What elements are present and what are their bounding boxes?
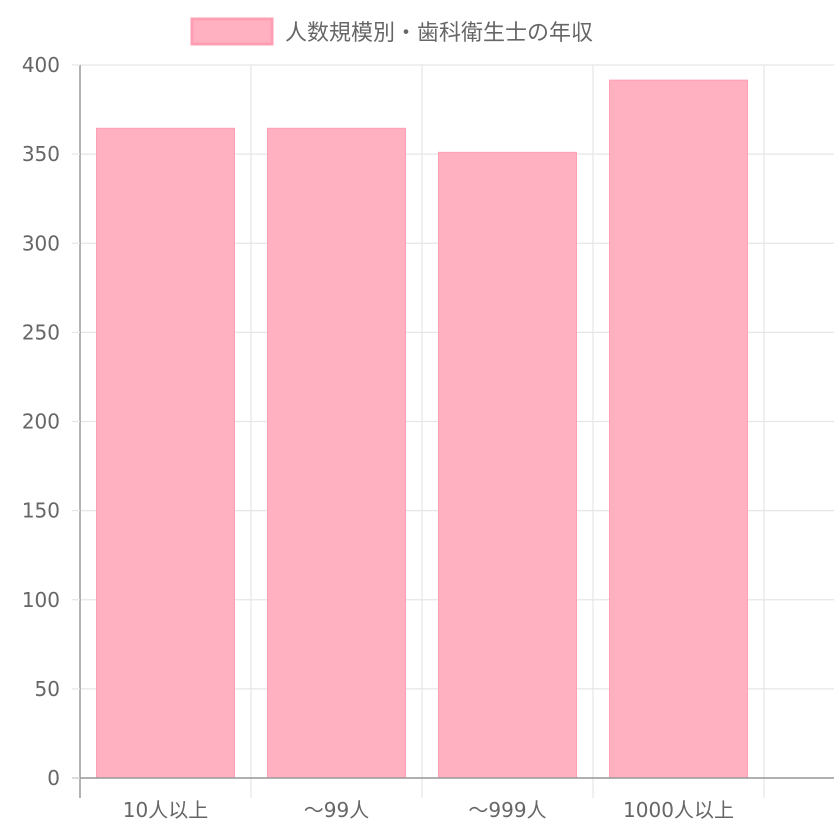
legend-swatch: [190, 17, 274, 46]
y-tick-label: 150: [22, 499, 60, 523]
bar[interactable]: [609, 79, 748, 779]
axes: [72, 65, 834, 798]
y-tick-label: 0: [47, 766, 60, 790]
legend[interactable]: 人数規模別・歯科衛生士の年収: [190, 17, 593, 46]
x-axis-ticks: 10人以上 〜99人 〜999人 1000人以上: [123, 798, 734, 822]
x-tick-label: 10人以上: [123, 798, 208, 822]
y-tick-label: 400: [22, 53, 60, 77]
x-tick-label: 〜999人: [468, 798, 546, 822]
y-tick-label: 300: [22, 231, 60, 255]
y-tick-label: 350: [22, 142, 60, 166]
legend-label: 人数規模別・歯科衛生士の年収: [285, 21, 593, 46]
y-axis-ticks: 0 50 100 150 200 250 300 350 400: [22, 53, 80, 790]
y-tick-label: 100: [22, 588, 60, 612]
bar[interactable]: [438, 151, 577, 779]
x-tick-label: 1000人以上: [623, 798, 734, 822]
bar[interactable]: [267, 127, 406, 779]
bar[interactable]: [96, 127, 235, 779]
x-tick-label: 〜99人: [304, 798, 369, 822]
y-tick-label: 50: [35, 677, 60, 701]
bars: [96, 79, 748, 779]
y-tick-label: 200: [22, 410, 60, 434]
y-tick-label: 250: [22, 320, 60, 344]
